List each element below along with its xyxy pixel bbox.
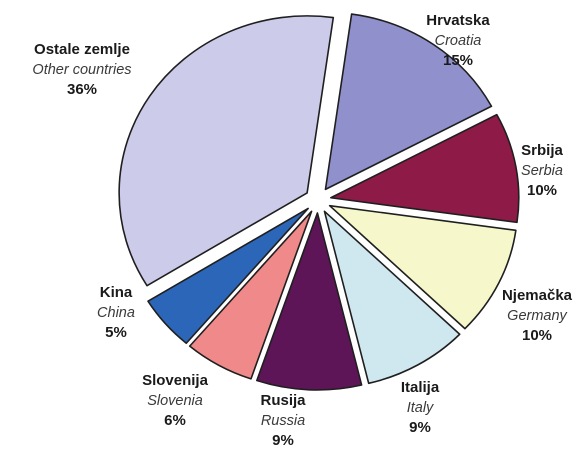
- label-china-name-en: China: [97, 305, 135, 321]
- label-other-countries-name-en: Other countries: [32, 62, 131, 78]
- label-china-percent: 5%: [105, 324, 127, 341]
- pie-labels: Hrvatska Croatia 15% Srbija Serbia 10% Njemačk…: [32, 12, 572, 449]
- pie-slice-other-countries: [118, 15, 335, 287]
- label-russia-percent: 9%: [272, 432, 294, 449]
- label-italy-percent: 9%: [409, 419, 431, 436]
- pie-slice-germany: [328, 204, 517, 330]
- label-slovenia-name-en: Slovenia: [147, 393, 203, 409]
- label-china-name: Kina: [100, 284, 133, 301]
- label-russia-name: Rusija: [260, 392, 306, 409]
- label-serbia-name-en: Serbia: [521, 163, 563, 179]
- label-croatia-name-en: Croatia: [435, 33, 482, 49]
- label-serbia-name: Srbija: [521, 142, 563, 159]
- label-croatia-percent: 15%: [443, 52, 473, 69]
- label-germany-name: Njemačka: [502, 287, 573, 304]
- label-germany-name-en: Germany: [507, 308, 567, 324]
- label-other-countries-percent: 36%: [67, 81, 97, 98]
- label-italy-name: Italija: [401, 379, 440, 396]
- label-other-countries-name: Ostale zemlje: [34, 41, 130, 58]
- label-germany-percent: 10%: [522, 327, 552, 344]
- label-italy-name-en: Italy: [407, 400, 434, 416]
- label-russia-name-en: Russia: [261, 413, 305, 429]
- label-croatia-name: Hrvatska: [426, 12, 490, 29]
- label-slovenia-name: Slovenija: [142, 372, 209, 389]
- label-slovenia-percent: 6%: [164, 412, 186, 429]
- pie-slices: [118, 13, 520, 391]
- pie-slice-slovenia: [188, 210, 313, 380]
- label-serbia-percent: 10%: [527, 182, 557, 199]
- pie-slice-russia: [256, 212, 363, 391]
- pie-slice-serbia: [330, 113, 520, 224]
- pie-slice-italy: [323, 210, 461, 385]
- pie-slice-croatia: [324, 13, 493, 191]
- pie-slice-china: [147, 207, 309, 345]
